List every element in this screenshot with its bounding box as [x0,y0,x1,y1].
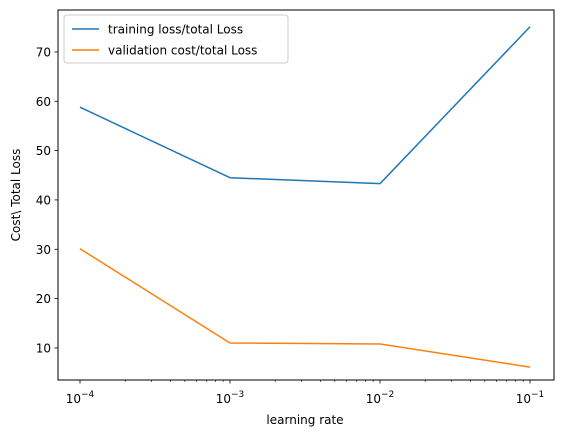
x-tick-exponent: −2 [381,390,394,400]
x-tick-label: 10−2 [366,390,395,406]
x-axis-ticks: 10−4 10−3 10−2 10−1 [66,380,545,406]
y-tick-label: 50 [36,144,51,158]
plot-area-frame [57,9,555,381]
x-tick-label: 10−1 [516,390,545,406]
x-tick-base: 10 [366,392,381,406]
y-axis-ticks: 10 20 30 40 50 60 70 [36,45,58,355]
legend: training loss/total Loss validation cost… [63,14,289,64]
y-tick-label: 70 [36,45,51,59]
y-tick-label: 60 [36,95,51,109]
x-tick-base: 10 [516,392,531,406]
x-tick-exponent: −1 [531,390,544,400]
y-axis-label: Cost\ Total Loss [9,149,23,242]
legend-box [63,14,289,64]
x-tick-exponent: −4 [81,390,95,400]
x-tick-label: 10−4 [66,390,95,406]
y-tick-label: 30 [36,243,51,257]
legend-label-validation-cost: validation cost/total Loss [108,44,257,58]
x-tick-label: 10−3 [216,390,245,406]
series-line-1 [79,248,531,368]
x-tick-base: 10 [66,392,81,406]
series-lines [79,26,531,368]
series-line-0 [79,26,531,185]
x-tick-exponent: −3 [231,390,244,400]
y-tick-label: 10 [36,341,51,355]
x-axis-label: learning rate [266,413,343,427]
y-tick-label: 20 [36,292,51,306]
x-tick-base: 10 [216,392,231,406]
legend-label-training-loss: training loss/total Loss [108,23,243,37]
y-tick-label: 40 [36,193,51,207]
